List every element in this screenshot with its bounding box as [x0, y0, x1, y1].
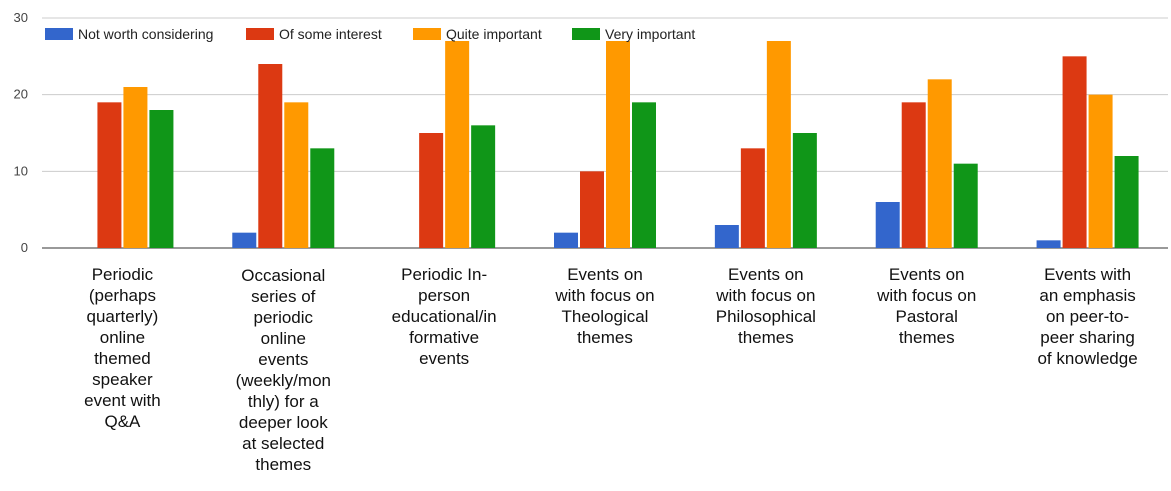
- bar-very-important[interactable]: [310, 148, 335, 248]
- bar-not-worth-considering[interactable]: [875, 202, 900, 248]
- legend-swatch[interactable]: [45, 28, 73, 40]
- x-tick-label: Events with an emphasis on peer-to-peer sh…: [1013, 264, 1163, 369]
- x-tick-label-line: Events with: [1044, 265, 1132, 284]
- x-tick-label-line: Events on: [728, 265, 804, 284]
- bar-very-important[interactable]: [632, 102, 656, 248]
- legend-swatch[interactable]: [413, 28, 441, 40]
- bar-of-some-interest[interactable]: [901, 102, 926, 248]
- x-tick-label-line: Events on: [567, 265, 643, 284]
- legend-swatch[interactable]: [246, 28, 274, 40]
- x-tick-label-line: (weekly/mon: [235, 371, 331, 390]
- x-tick-label-line: Theological: [561, 307, 649, 326]
- legend[interactable]: Not worth considering Of some interest Qui…: [45, 26, 695, 42]
- x-tick-label-line: Events on: [888, 265, 965, 284]
- x-tick-label-line: themes: [255, 455, 312, 474]
- x-tick-label: Occasional series of periodic online events (…: [208, 265, 358, 475]
- x-tick-label: Events on with focus on Pastoral themes: [852, 264, 1002, 348]
- y-axis-ticks: 0 10 20 30: [14, 10, 28, 255]
- x-tick-label-line: themes: [737, 328, 794, 347]
- x-tick-label-line: Philosophical: [715, 307, 816, 326]
- x-tick-label-line: event with: [84, 391, 161, 410]
- x-tick-label-line: of knowledge: [1037, 349, 1138, 368]
- x-tick-label-line: Q&A: [104, 412, 141, 431]
- bar-not-worth-considering[interactable]: [714, 225, 739, 248]
- y-tick-label: 20: [14, 87, 28, 102]
- x-tick-label-line: person: [418, 286, 471, 305]
- bar-quite-important[interactable]: [766, 41, 791, 248]
- x-tick-label-line: events: [258, 350, 309, 369]
- x-tick-label-line: themes: [898, 328, 955, 347]
- x-tick-label-line: Pastoral: [895, 307, 958, 326]
- legend-label[interactable]: Not worth considering: [78, 26, 213, 42]
- bar-very-important[interactable]: [149, 110, 174, 248]
- x-tick-label-line: online: [99, 328, 146, 347]
- x-tick-label-line: with focus on: [716, 286, 816, 305]
- bar-quite-important[interactable]: [1088, 94, 1113, 249]
- bar-quite-important[interactable]: [445, 41, 470, 248]
- x-tick-label: Events on with focus on Philosophical theme…: [691, 264, 841, 348]
- x-tick-label-line: online: [260, 329, 306, 348]
- x-tick-label-line: Periodic: [91, 265, 154, 284]
- bar-of-some-interest[interactable]: [580, 171, 604, 248]
- x-tick-label-line: speaker: [92, 370, 153, 389]
- bar-very-important[interactable]: [1114, 156, 1139, 248]
- x-tick-label-line: themed: [94, 349, 151, 368]
- x-tick-label-line: series of: [251, 287, 316, 306]
- x-tick-label: Periodic (perhaps quarterly) online themed sp…: [47, 264, 197, 432]
- bar-of-some-interest[interactable]: [258, 64, 283, 248]
- legend-swatch[interactable]: [572, 28, 600, 40]
- x-tick-label-line: with focus on: [555, 286, 655, 305]
- legend-label[interactable]: Of some interest: [279, 26, 382, 42]
- gridlines: [42, 17, 1168, 249]
- x-tick-label-line: deeper look: [238, 413, 328, 432]
- x-tick-label-line: quarterly): [86, 307, 159, 326]
- legend-label[interactable]: Quite important: [446, 26, 542, 42]
- bars: [97, 41, 1139, 249]
- x-tick-label-line: (perhaps: [88, 286, 156, 305]
- x-tick-label-line: themes: [577, 328, 633, 347]
- x-tick-label-line: formative: [409, 328, 480, 347]
- bar-of-some-interest[interactable]: [97, 102, 122, 248]
- bar-not-worth-considering[interactable]: [554, 232, 578, 248]
- x-tick-label: Periodic In-person educational/in formativ…: [369, 264, 519, 369]
- legend-label[interactable]: Very important: [605, 26, 695, 42]
- x-tick-label-line: periodic: [253, 308, 314, 327]
- bar-quite-important[interactable]: [927, 79, 952, 248]
- bar-quite-important[interactable]: [123, 87, 148, 248]
- x-tick-label-line: educational/in: [391, 307, 497, 326]
- x-tick-label-line: thly) for a: [247, 392, 319, 411]
- x-tick-label: Events on with focus on Theological themes: [530, 264, 680, 348]
- y-tick-label: 30: [14, 10, 28, 25]
- x-tick-label-line: Periodic In-: [401, 265, 488, 284]
- x-tick-label-line: Occasional: [241, 266, 326, 285]
- bar-very-important[interactable]: [471, 125, 496, 248]
- bar-not-worth-considering[interactable]: [232, 232, 257, 248]
- bar-not-worth-considering[interactable]: [1036, 240, 1061, 248]
- x-tick-label-line: at selected: [242, 434, 325, 453]
- bar-very-important[interactable]: [792, 133, 817, 248]
- x-tick-label-line: peer sharing: [1040, 328, 1135, 347]
- y-tick-label: 10: [14, 163, 28, 178]
- bar-very-important[interactable]: [953, 163, 978, 248]
- y-tick-label: 0: [21, 240, 28, 255]
- x-tick-label-line: with focus on: [877, 286, 977, 305]
- bar-of-some-interest[interactable]: [1062, 56, 1087, 249]
- x-tick-label-line: an emphasis: [1039, 286, 1136, 305]
- bar-quite-important[interactable]: [284, 102, 309, 248]
- bar-of-some-interest[interactable]: [419, 133, 444, 248]
- x-tick-label-line: events: [419, 349, 470, 368]
- bar-quite-important[interactable]: [606, 41, 630, 248]
- bar-of-some-interest[interactable]: [740, 148, 765, 248]
- x-tick-label-line: on peer-to-: [1045, 307, 1130, 326]
